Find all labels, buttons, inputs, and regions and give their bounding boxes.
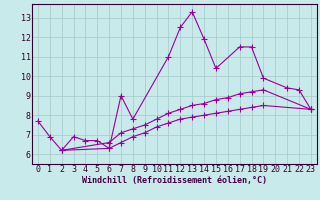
X-axis label: Windchill (Refroidissement éolien,°C): Windchill (Refroidissement éolien,°C)	[82, 176, 267, 185]
